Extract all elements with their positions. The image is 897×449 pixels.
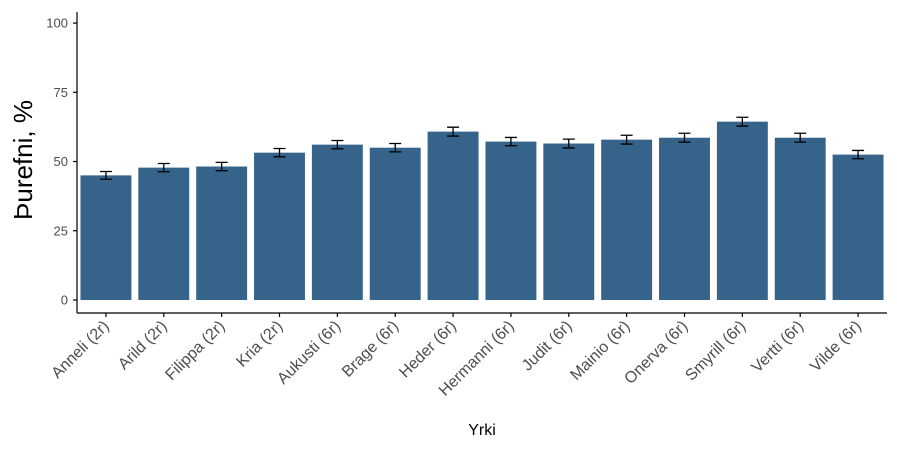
bar bbox=[196, 166, 248, 300]
x-tick-label: Brage (6r) bbox=[339, 318, 402, 381]
bar bbox=[485, 141, 537, 300]
error-bar bbox=[331, 139, 344, 150]
error-bar bbox=[736, 116, 749, 127]
bar bbox=[138, 167, 190, 300]
error-bar bbox=[620, 134, 633, 145]
x-tick-label: Onerva (6r) bbox=[621, 318, 691, 388]
bar bbox=[254, 152, 305, 300]
y-tick-label: 0 bbox=[61, 292, 68, 307]
error-bar bbox=[99, 170, 112, 180]
error-bar bbox=[157, 162, 170, 173]
error-bar bbox=[794, 132, 807, 143]
x-axis-title: Yrki bbox=[468, 422, 496, 439]
y-tick-label: 75 bbox=[54, 85, 68, 100]
bar bbox=[543, 143, 595, 300]
bar bbox=[311, 144, 363, 300]
error-bar bbox=[215, 161, 228, 172]
error-bar bbox=[852, 149, 865, 160]
bar bbox=[80, 175, 132, 300]
bar bbox=[659, 137, 710, 300]
bar bbox=[601, 139, 653, 300]
y-tick-label: 25 bbox=[54, 223, 68, 238]
bar bbox=[716, 121, 768, 300]
x-tick-label: Vilde (6r) bbox=[807, 318, 865, 376]
y-tick-label: 100 bbox=[46, 16, 68, 31]
error-bar bbox=[562, 138, 575, 149]
x-tick-label: Smyrill (6r) bbox=[682, 318, 749, 385]
error-bar bbox=[273, 147, 286, 158]
bar bbox=[369, 147, 421, 300]
x-tick-label: Vertti (6r) bbox=[748, 318, 807, 377]
x-tick-label: Judit (6r) bbox=[519, 318, 576, 375]
x-tick-label: Aukusti (6r) bbox=[274, 318, 344, 388]
y-axis-title: Þurefni, % bbox=[8, 100, 38, 220]
bar bbox=[427, 131, 479, 300]
error-bar bbox=[447, 126, 460, 137]
bar bbox=[774, 137, 826, 300]
x-tick-label: Kria (2r) bbox=[233, 318, 286, 371]
error-bar bbox=[389, 142, 402, 153]
error-bar bbox=[504, 136, 517, 147]
y-tick-label: 50 bbox=[54, 154, 68, 169]
x-tick-label: Anneli (2r) bbox=[49, 318, 113, 382]
x-tick-label: Filippa (2r) bbox=[162, 318, 228, 384]
bar bbox=[832, 154, 884, 300]
error-bar bbox=[678, 132, 691, 143]
x-tick-label: Arild (2r) bbox=[115, 318, 170, 373]
